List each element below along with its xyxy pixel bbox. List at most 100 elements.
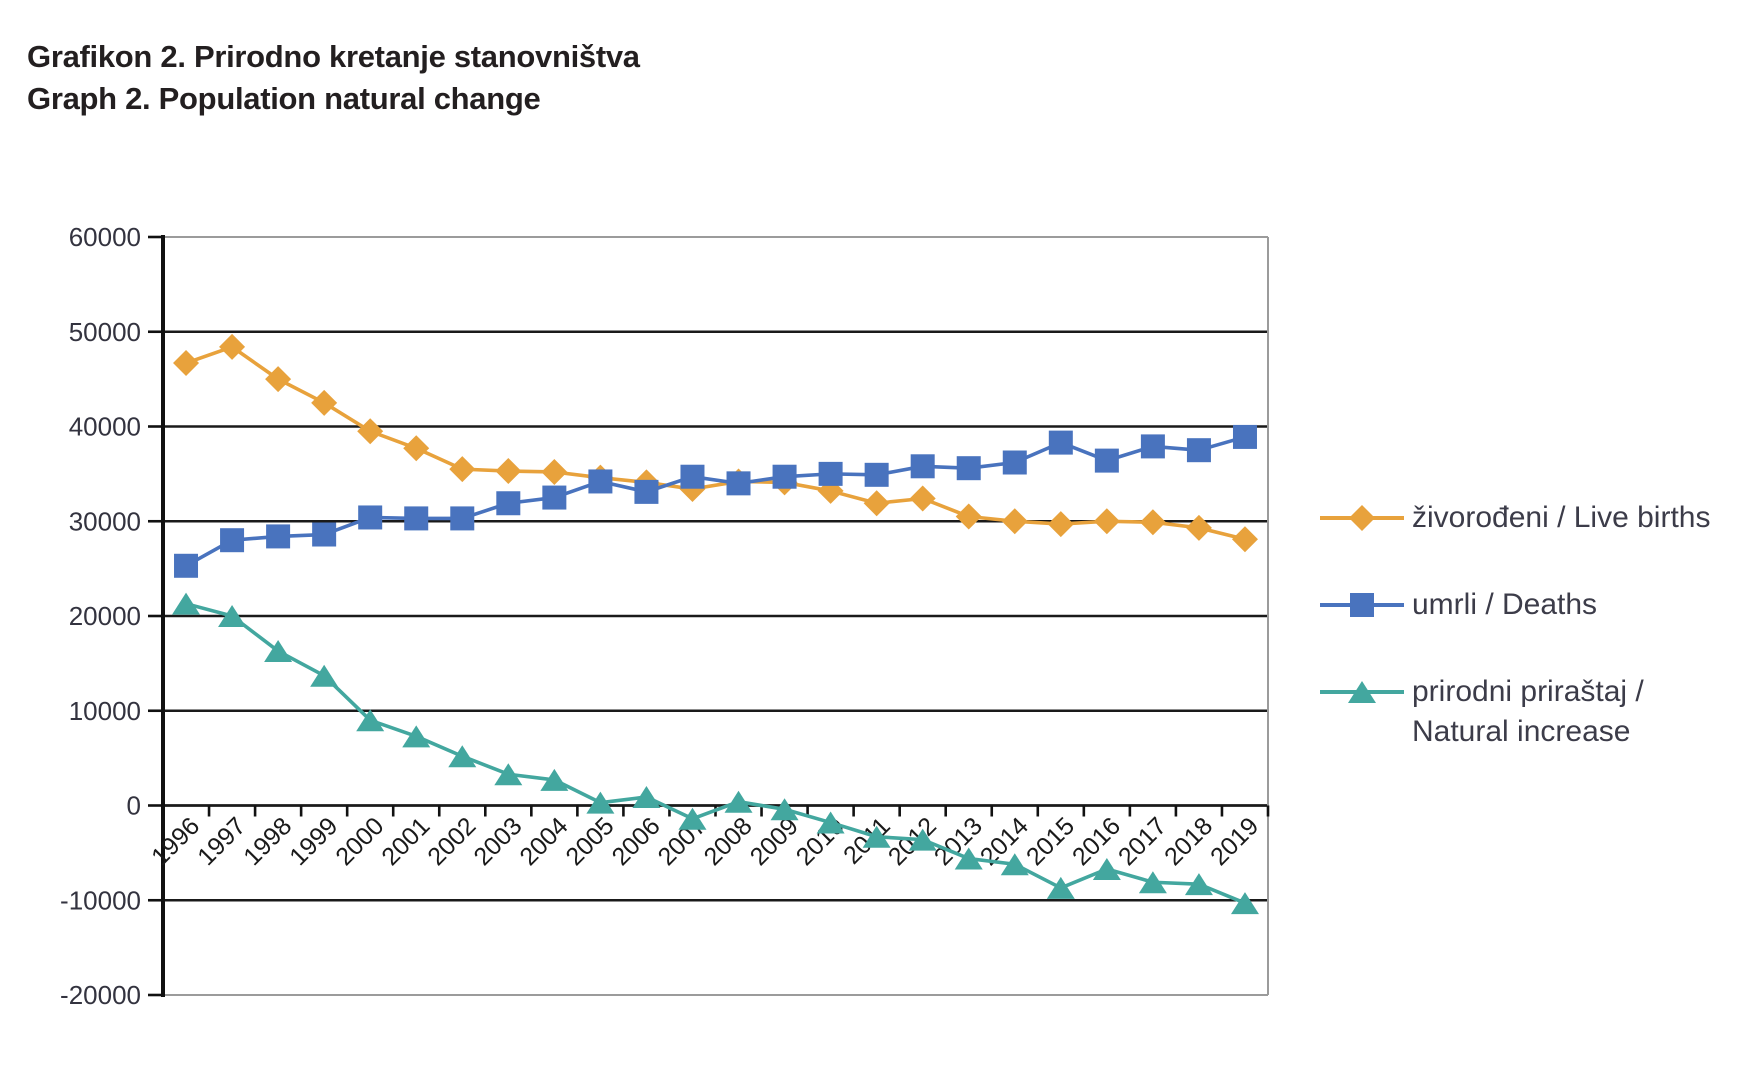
- live-births-diamond-icon: [1320, 505, 1404, 531]
- x-tick-label-2013: 2013: [929, 812, 988, 871]
- marker-deaths-2014: [1002, 450, 1027, 475]
- x-tick-label-1997: 1997: [192, 812, 251, 871]
- marker-deaths-1998: [266, 524, 291, 549]
- marker-deaths-2001: [404, 506, 429, 531]
- marker-deaths-2012: [910, 454, 935, 479]
- marker-live-births-2018: [1185, 514, 1212, 541]
- marker-natural-increase-2008: [724, 790, 753, 813]
- y-tick-label: 20000: [69, 601, 141, 631]
- chart-title-english: Graph 2. Population natural change: [27, 81, 541, 116]
- marker-deaths-2017: [1140, 434, 1165, 459]
- marker-natural-increase-2014: [1000, 853, 1029, 876]
- legend-label-live-births-line1: živorođeni / Live births: [1412, 501, 1711, 534]
- marker-natural-increase-2015: [1046, 876, 1075, 899]
- marker-natural-increase-2010: [816, 811, 845, 834]
- marker-live-births-2000: [357, 418, 384, 445]
- natural-increase-triangle-icon: [1320, 681, 1404, 703]
- marker-live-births-2015: [1047, 511, 1074, 538]
- x-tick-label-1999: 1999: [284, 812, 343, 871]
- legend-item-live-births: živorođeni / Live births: [1318, 498, 1748, 538]
- marker-deaths-2008: [726, 471, 751, 496]
- marker-natural-increase-2012: [908, 828, 937, 851]
- y-tick-label: 30000: [69, 506, 141, 536]
- legend-item-natural-increase: prirodni priraštaj / Natural increase: [1318, 672, 1748, 752]
- marker-natural-increase-2002: [448, 745, 477, 768]
- marker-deaths-2003: [496, 491, 521, 516]
- x-tick-label-2004: 2004: [514, 812, 573, 871]
- x-tick-label-2002: 2002: [422, 812, 481, 871]
- y-tick-label: -20000: [60, 980, 141, 1010]
- marker-natural-increase-2013: [954, 847, 983, 870]
- chart-title-block: Grafikon 2. Prirodno kretanje stanovništ…: [27, 36, 640, 120]
- marker-natural-increase-2007: [678, 807, 707, 830]
- legend-label-deaths: umrli / Deaths: [1412, 585, 1597, 625]
- marker-deaths-2011: [864, 462, 889, 487]
- x-tick-label-2001: 2001: [376, 812, 435, 871]
- x-tick-label-2007: 2007: [653, 812, 712, 871]
- series-line-natural-increase: [185, 601, 1246, 905]
- marker-deaths-1996: [174, 553, 199, 578]
- marker-natural-increase-2005: [586, 791, 615, 814]
- marker-natural-increase-2011: [862, 825, 891, 848]
- marker-natural-increase-1999: [310, 664, 339, 687]
- x-tick-label-2000: 2000: [330, 812, 389, 871]
- x-tick-label-2008: 2008: [699, 812, 758, 871]
- marker-natural-increase-2000: [356, 709, 385, 732]
- marker-live-births-2001: [403, 435, 430, 462]
- x-tick-label-2003: 2003: [468, 812, 527, 871]
- legend-label-live-births: živorođeni / Live births: [1412, 498, 1710, 538]
- chart-title-croatian: Grafikon 2. Prirodno kretanje stanovništ…: [27, 39, 640, 74]
- marker-deaths-1999: [312, 522, 337, 547]
- marker-deaths-2005: [588, 469, 613, 494]
- marker-live-births-1997: [219, 333, 246, 360]
- x-tick-label-2019: 2019: [1205, 812, 1264, 871]
- legend-item-deaths: umrli / Deaths: [1318, 585, 1748, 625]
- x-tick-label-2009: 2009: [745, 812, 804, 871]
- x-tick-label-2018: 2018: [1159, 812, 1218, 871]
- marker-natural-increase-2019: [1230, 892, 1259, 915]
- marker-deaths-2019: [1232, 424, 1257, 449]
- legend-label-natural-increase-line2: Natural increase: [1412, 715, 1631, 748]
- legend-label-natural-increase: prirodni priraštaj / Natural increase: [1412, 672, 1644, 752]
- marker-live-births-2012: [909, 485, 936, 512]
- marker-live-births-2019: [1231, 526, 1258, 553]
- x-tick-label-1998: 1998: [238, 812, 297, 871]
- marker-live-births-1999: [311, 389, 338, 416]
- y-tick-label: 10000: [69, 696, 141, 726]
- marker-natural-increase-2017: [1138, 871, 1167, 894]
- y-tick-label: 0: [127, 791, 141, 821]
- marker-deaths-2002: [450, 506, 475, 531]
- marker-deaths-2013: [956, 456, 981, 481]
- chart-legend: živorođeni / Live births umrli / Deaths …: [1318, 498, 1748, 799]
- x-tick-label-2017: 2017: [1113, 812, 1172, 871]
- marker-natural-increase-2018: [1184, 873, 1213, 896]
- y-tick-label: 60000: [69, 222, 141, 252]
- marker-deaths-2018: [1186, 438, 1211, 463]
- marker-live-births-1996: [173, 350, 200, 377]
- y-tick-label: 50000: [69, 317, 141, 347]
- marker-live-births-2014: [1001, 508, 1028, 535]
- series-line-deaths: [185, 435, 1246, 568]
- legend-label-natural-increase-line1: prirodni priraštaj /: [1412, 675, 1644, 708]
- marker-natural-increase-1996: [172, 592, 201, 615]
- x-tick-label-2011: 2011: [838, 812, 896, 870]
- legend-label-deaths-line1: umrli / Deaths: [1412, 588, 1598, 621]
- marker-natural-increase-2006: [632, 785, 661, 808]
- marker-natural-increase-2001: [402, 725, 431, 748]
- marker-natural-increase-2004: [540, 768, 569, 791]
- marker-deaths-2010: [818, 461, 843, 486]
- marker-live-births-2002: [449, 456, 476, 483]
- marker-deaths-2015: [1048, 430, 1073, 455]
- deaths-square-icon: [1320, 593, 1404, 617]
- marker-live-births-2016: [1093, 508, 1120, 535]
- x-tick-label-2006: 2006: [607, 812, 666, 871]
- marker-deaths-2004: [542, 485, 567, 510]
- marker-live-births-2013: [955, 503, 982, 530]
- x-tick-label-2012: 2012: [883, 812, 942, 871]
- marker-live-births-2003: [495, 458, 522, 485]
- x-tick-label-2015: 2015: [1021, 812, 1080, 871]
- series-line-live-births: [185, 345, 1246, 542]
- x-tick-label-2016: 2016: [1067, 812, 1126, 871]
